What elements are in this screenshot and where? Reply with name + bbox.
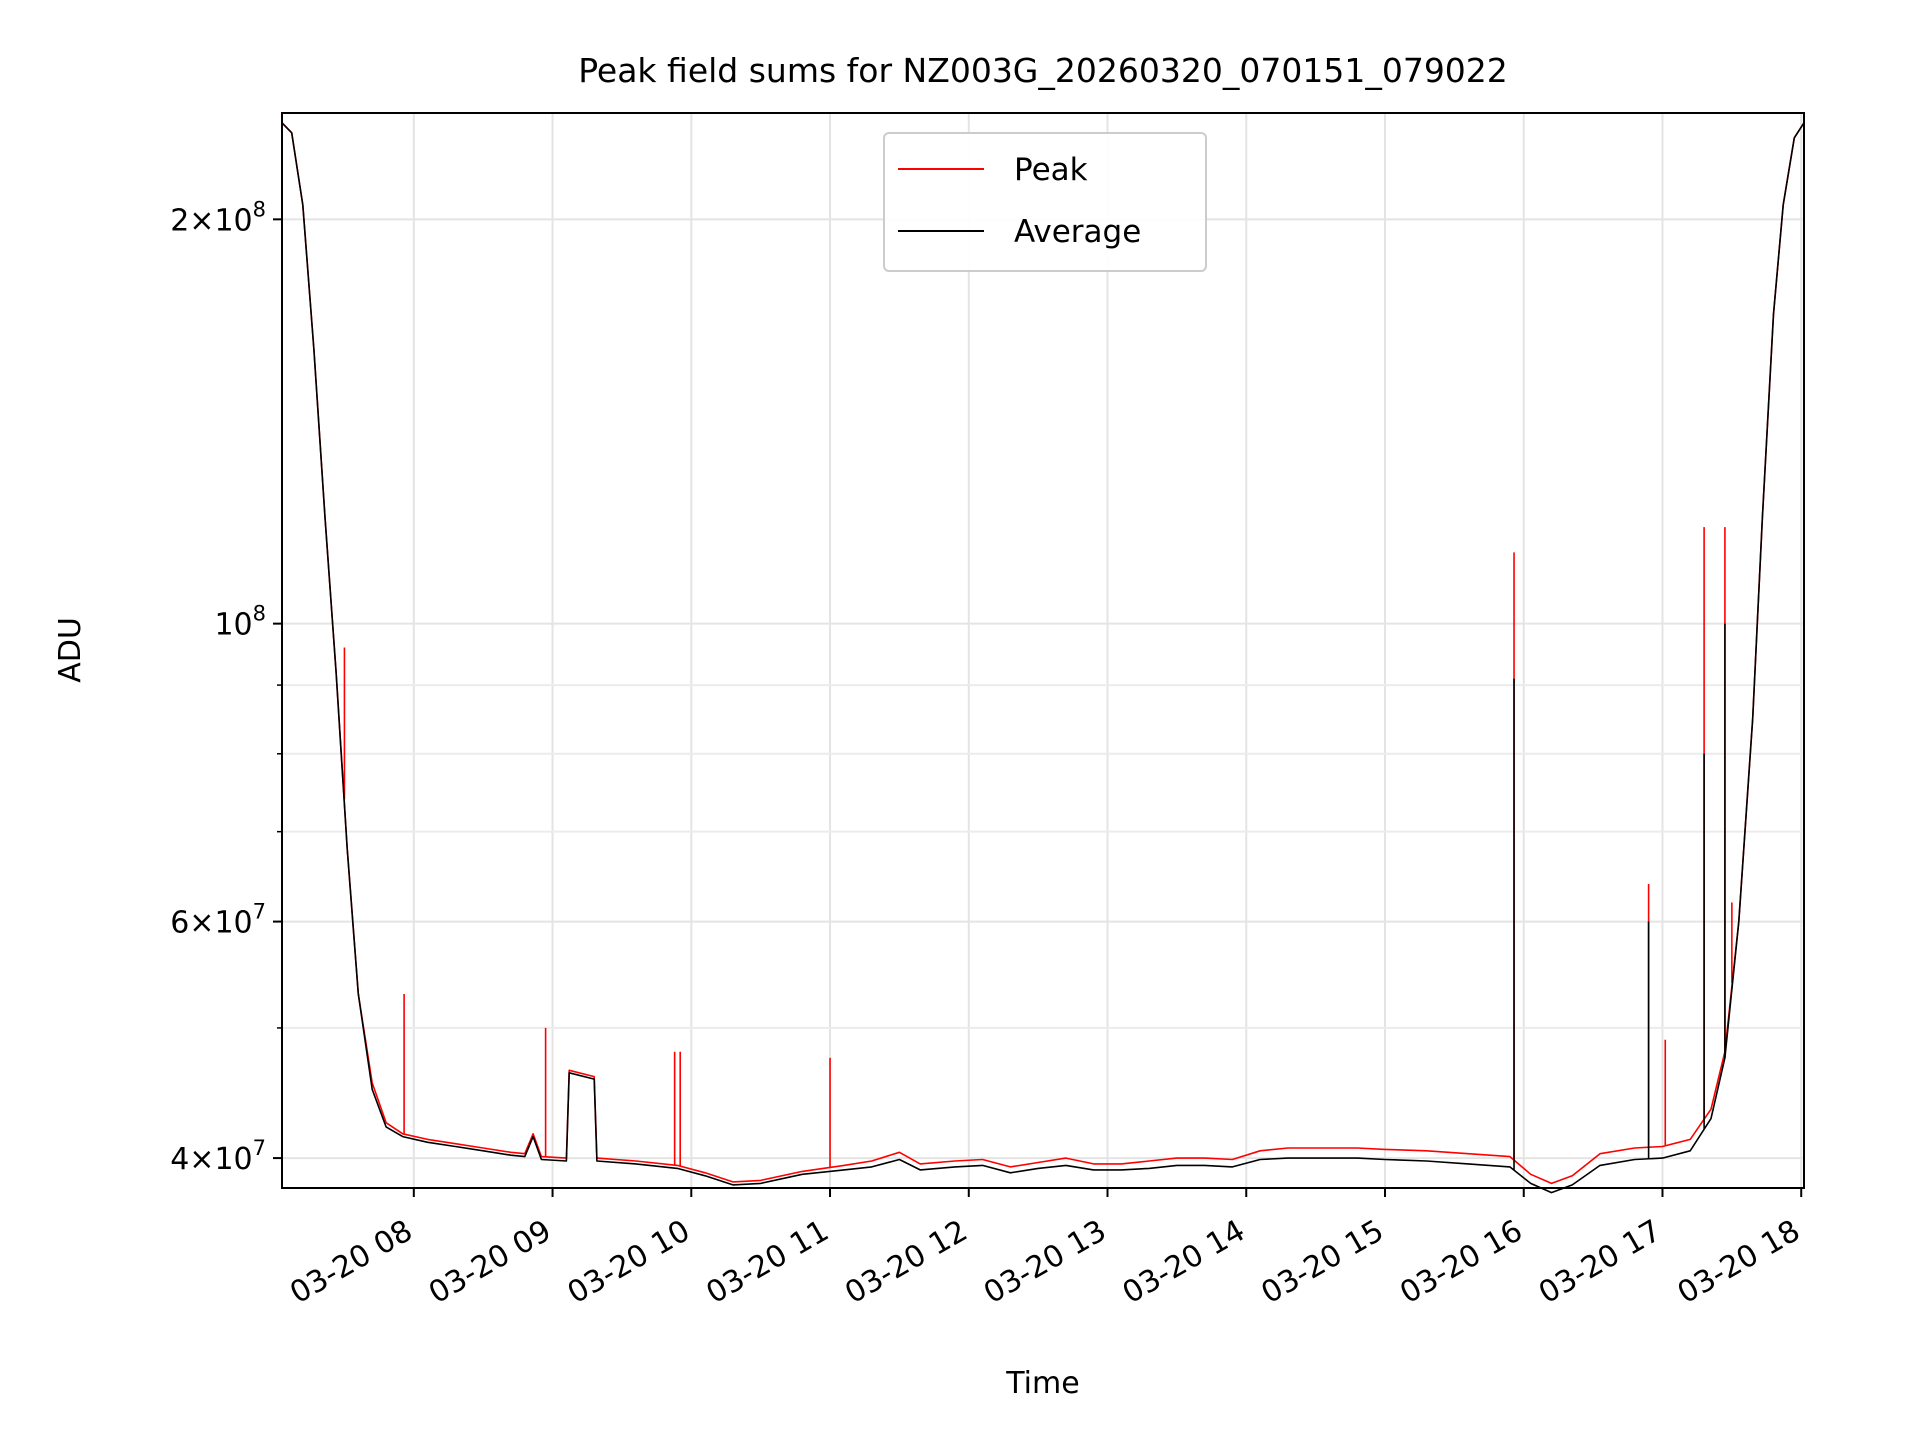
- y-tick-label: 2×108: [170, 197, 266, 238]
- legend-label-peak: Peak: [1014, 152, 1088, 188]
- x-axis-label: Time: [1005, 1366, 1079, 1401]
- series-line-average: [281, 122, 1805, 1194]
- legend: Peak Average: [883, 132, 1207, 272]
- axes-frame: [281, 112, 1805, 1189]
- chart-title: Peak field sums for NZ003G_20260320_0701…: [578, 51, 1508, 90]
- y-axis-label: ADU: [53, 617, 88, 683]
- legend-label-average: Average: [1014, 214, 1141, 250]
- y-tick-label: 6×107: [170, 900, 266, 941]
- y-tick-label: 4×107: [170, 1136, 266, 1177]
- plot-area: [281, 122, 1805, 1194]
- series-line-peak: [281, 122, 1805, 1185]
- legend-box: [883, 132, 1207, 272]
- y-tick-label: 108: [214, 602, 266, 643]
